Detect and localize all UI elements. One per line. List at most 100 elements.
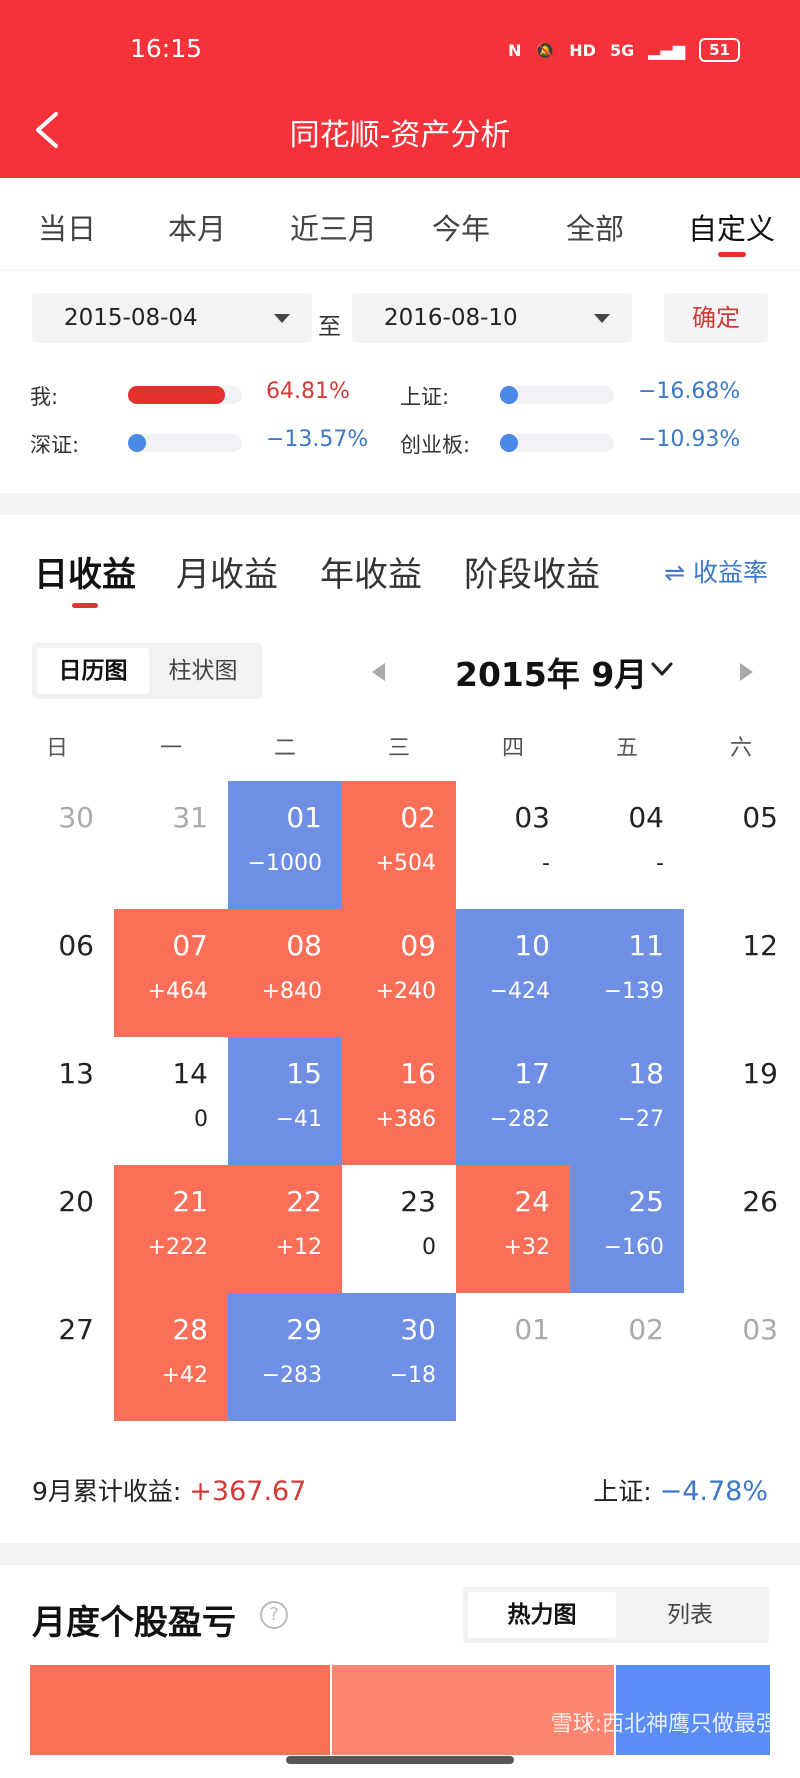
calendar-day-cell[interactable]: 13 [0, 1037, 114, 1165]
calendar-day-cell[interactable]: 03 - [456, 781, 570, 909]
day-pnl: +222 [147, 1235, 208, 1260]
calendar-day-cell[interactable]: 11 −139 [570, 909, 684, 1037]
day-number: 14 [172, 1057, 208, 1090]
prev-month-icon[interactable] [372, 663, 385, 681]
confirm-button[interactable]: 确定 [664, 293, 768, 343]
day-number: 21 [172, 1185, 208, 1218]
tab-return-2[interactable]: 年收益 [320, 555, 422, 595]
period-tabs: 当日 本月 近三月 今年 全部 自定义 [0, 178, 800, 271]
calendar-day-cell[interactable]: 08 +840 [228, 909, 342, 1037]
compare-bar-track [128, 434, 242, 452]
calendar-day-cell[interactable]: 17 −282 [456, 1037, 570, 1165]
help-icon[interactable]: ? [260, 1601, 288, 1629]
network-label: 5G [609, 40, 635, 60]
tab-period-0[interactable]: 当日 [38, 212, 97, 246]
compare-bar-fill [500, 434, 518, 452]
day-number: 08 [286, 929, 322, 962]
back-arrow-icon[interactable] [32, 110, 62, 150]
day-pnl: −18 [389, 1363, 436, 1388]
stock-section-title: 月度个股盈亏 [32, 1603, 236, 1643]
battery-icon: 51 [699, 38, 740, 62]
month-title[interactable]: 2015年 9月 [455, 655, 648, 694]
calendar-day-cell[interactable]: 31 [114, 781, 228, 909]
tab-period-3[interactable]: 今年 [432, 212, 491, 246]
compare-bar-fill [128, 434, 146, 452]
day-number: 31 [172, 801, 208, 834]
tab-active-underline [72, 603, 98, 608]
calendar-day-cell[interactable]: 05 [684, 781, 798, 909]
calendar-day-cell[interactable]: 03 [684, 1293, 798, 1421]
calendar-day-cell[interactable]: 18 −27 [570, 1037, 684, 1165]
calendar-day-cell[interactable]: 28 +42 [114, 1293, 228, 1421]
calendar-day-cell[interactable]: 29 −283 [228, 1293, 342, 1421]
heatmap-tile[interactable] [332, 1665, 614, 1755]
day-pnl: 0 [422, 1235, 436, 1260]
calendar-day-cell[interactable]: 25 −160 [570, 1165, 684, 1293]
calendar-day-cell[interactable]: 23 0 [342, 1165, 456, 1293]
heatmap-tile[interactable] [30, 1665, 330, 1755]
calendar-day-cell[interactable]: 21 +222 [114, 1165, 228, 1293]
chevron-down-icon[interactable] [650, 657, 674, 681]
weekday-label: 六 [729, 736, 752, 761]
day-pnl: +840 [261, 979, 322, 1004]
app-header: 16:15 N 🔕 HD 5G ▂▄▆ 51 同花顺-资产分析 [0, 0, 800, 178]
calendar-day-cell[interactable]: 30 −18 [342, 1293, 456, 1421]
tab-return-0[interactable]: 日收益 [34, 547, 136, 608]
day-number: 26 [742, 1185, 778, 1218]
day-pnl: −41 [275, 1107, 322, 1132]
heatmap-tile[interactable] [616, 1665, 770, 1755]
day-number: 10 [514, 929, 550, 962]
status-time: 16:15 [130, 34, 203, 63]
calendar-day-cell[interactable]: 27 [0, 1293, 114, 1421]
day-number: 28 [172, 1313, 208, 1346]
compare-value: 64.81% [266, 379, 350, 404]
calendar-day-cell[interactable]: 12 [684, 909, 798, 1037]
rate-toggle-button[interactable]: ⇌ 收益率 [664, 558, 768, 587]
calendar-day-cell[interactable]: 07 +464 [114, 909, 228, 1037]
calendar-view-button[interactable]: 日历图 [37, 648, 149, 694]
day-number: 17 [514, 1057, 550, 1090]
calendar-grid: 30 31 01 −1000 02 +504 03-04-05 06 07 +464 08 +840 0… [0, 781, 800, 1421]
day-pnl: +240 [375, 979, 436, 1004]
end-date-value: 2016-08-10 [384, 305, 518, 331]
tab-period-4[interactable]: 全部 [566, 212, 625, 246]
compare-value: −16.68% [638, 379, 741, 404]
heatmap-view-button[interactable]: 热力图 [468, 1592, 616, 1638]
home-indicator[interactable] [286, 1756, 514, 1764]
calendar-day-cell[interactable]: 15 −41 [228, 1037, 342, 1165]
calendar-day-cell[interactable]: 22 +12 [228, 1165, 342, 1293]
day-pnl: −424 [489, 979, 550, 1004]
list-view-button[interactable]: 列表 [667, 1602, 713, 1628]
tab-period-1[interactable]: 本月 [168, 212, 227, 246]
calendar-day-cell[interactable]: 01 −1000 [228, 781, 342, 909]
calendar-day-cell[interactable]: 09 +240 [342, 909, 456, 1037]
calendar-day-cell[interactable]: 16 +386 [342, 1037, 456, 1165]
caret-down-icon [594, 314, 610, 323]
tab-period-2[interactable]: 近三月 [290, 212, 378, 246]
calendar-day-cell[interactable]: 20 [0, 1165, 114, 1293]
calendar-day-cell[interactable]: 02 +504 [342, 781, 456, 909]
calendar-day-cell[interactable]: 14 0 [114, 1037, 228, 1165]
day-number: 23 [400, 1185, 436, 1218]
calendar-day-cell[interactable]: 06 [0, 909, 114, 1037]
tab-return-3[interactable]: 阶段收益 [464, 555, 600, 595]
next-month-icon[interactable] [740, 663, 753, 681]
calendar-day-cell[interactable]: 19 [684, 1037, 798, 1165]
calendar-day-cell[interactable]: 26 [684, 1165, 798, 1293]
tab-return-1[interactable]: 月收益 [176, 555, 278, 595]
bar-view-button[interactable]: 柱状图 [168, 658, 238, 684]
end-date-select[interactable]: 2016-08-10 [352, 293, 632, 343]
calendar-day-cell[interactable]: 04 - [570, 781, 684, 909]
weekday-label: 三 [387, 736, 410, 761]
calendar-day-cell[interactable]: 01 [456, 1293, 570, 1421]
calendar-day-cell[interactable]: 10 −424 [456, 909, 570, 1037]
compare-value: −13.57% [266, 427, 369, 452]
calendar-day-cell[interactable]: 02 [570, 1293, 684, 1421]
calendar-day-cell[interactable]: 30 [0, 781, 114, 909]
weekday-label: 日 [45, 736, 68, 761]
day-number: 30 [58, 801, 94, 834]
calendar-day-cell[interactable]: 24 +32 [456, 1165, 570, 1293]
day-pnl: 0 [194, 1107, 208, 1132]
tab-period-5[interactable]: 自定义 [688, 206, 775, 257]
start-date-select[interactable]: 2015-08-04 [32, 293, 312, 343]
